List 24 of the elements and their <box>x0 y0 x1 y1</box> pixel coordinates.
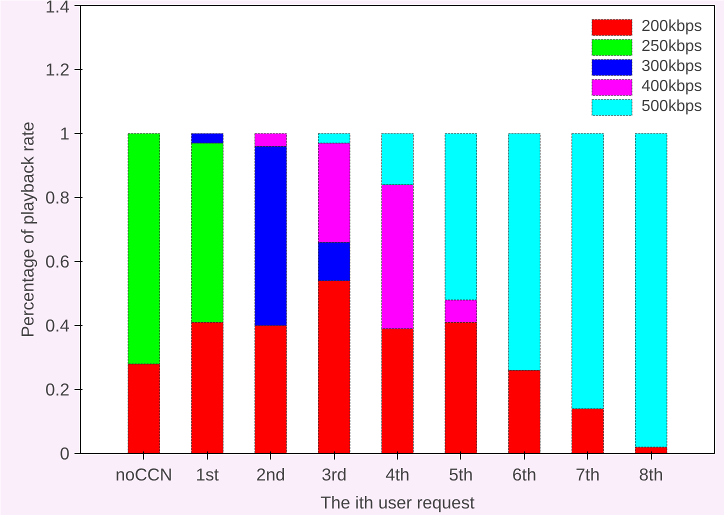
x-tick-label: 5th <box>448 464 473 484</box>
x-axis-title: The ith user request <box>320 492 475 512</box>
x-tick-label: 8th <box>639 464 664 484</box>
y-tick-label: 0.6 <box>45 252 70 272</box>
x-tick-label: 7th <box>576 464 600 484</box>
legend-label: 500kbps <box>642 98 702 116</box>
y-tick-label: 0.8 <box>45 188 70 208</box>
y-axis-title: Percentage of playback rate <box>17 122 38 338</box>
y-tick-label: 0 <box>60 444 70 464</box>
y-tick-label: 1.4 <box>45 0 70 16</box>
x-tick-label: 2nd <box>256 464 286 484</box>
x-tick-label: 1st <box>196 464 220 484</box>
y-tick-label: 1.2 <box>45 60 70 80</box>
x-tick-label: 3rd <box>322 464 347 484</box>
legend-label: 250kbps <box>642 38 702 56</box>
y-tick-label: 0.2 <box>45 380 70 400</box>
y-tick-label: 1 <box>60 124 70 144</box>
legend-label: 400kbps <box>642 78 702 96</box>
legend-label: 200kbps <box>642 18 702 36</box>
x-tick-label: noCCN <box>115 464 172 484</box>
legend-label: 300kbps <box>642 58 702 76</box>
x-tick-label: 6th <box>512 464 536 484</box>
x-tick-label: 4th <box>385 464 410 484</box>
y-tick-label: 0.4 <box>45 316 70 336</box>
